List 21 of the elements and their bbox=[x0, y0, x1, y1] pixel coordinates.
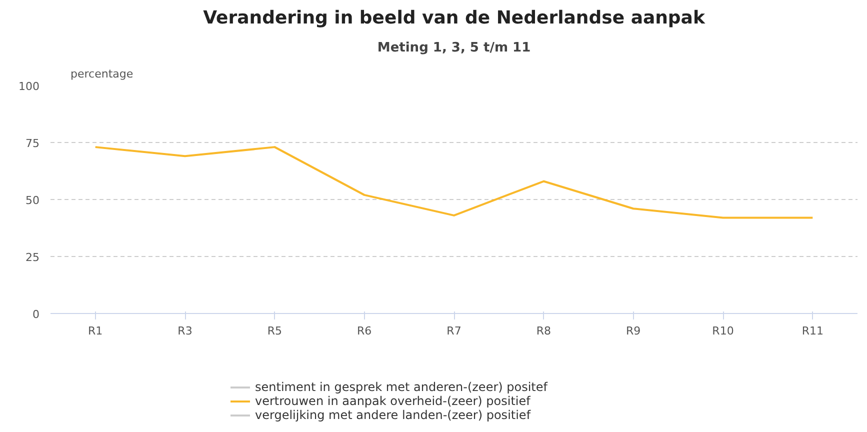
y-tick-label: 50 bbox=[26, 194, 40, 207]
legend-label: sentiment in gesprek met anderen-(zeer) positef bbox=[255, 380, 548, 394]
x-tick-label: R11 bbox=[802, 324, 824, 338]
x-tick-label: R9 bbox=[626, 324, 641, 338]
chart-subtitle: Meting 1, 3, 5 t/m 11 bbox=[377, 40, 531, 56]
x-tick-label: R3 bbox=[178, 324, 192, 338]
y-tick-label: 0 bbox=[32, 308, 40, 321]
y-tick-label: 25 bbox=[26, 251, 40, 264]
y-tick-label: 100 bbox=[18, 80, 40, 93]
x-tick-label: R7 bbox=[446, 324, 462, 338]
y-axis-title: percentage bbox=[70, 68, 134, 80]
x-tick-label: R5 bbox=[267, 324, 282, 338]
y-tick-label: 75 bbox=[26, 137, 40, 150]
line-series bbox=[94, 146, 814, 219]
legend-label: vergelijking met andere landen-(zeer) positief bbox=[255, 408, 531, 422]
x-tick-label: R8 bbox=[536, 324, 551, 338]
x-tick-label: R1 bbox=[88, 324, 103, 338]
legend-label: vertrouwen in aanpak overheid-(zeer) positief bbox=[255, 394, 530, 408]
x-tick-label: R10 bbox=[712, 324, 734, 338]
x-tick-label: R6 bbox=[357, 324, 372, 338]
chart-title: Verandering in beeld van de Nederlandse aanpak bbox=[203, 8, 706, 28]
